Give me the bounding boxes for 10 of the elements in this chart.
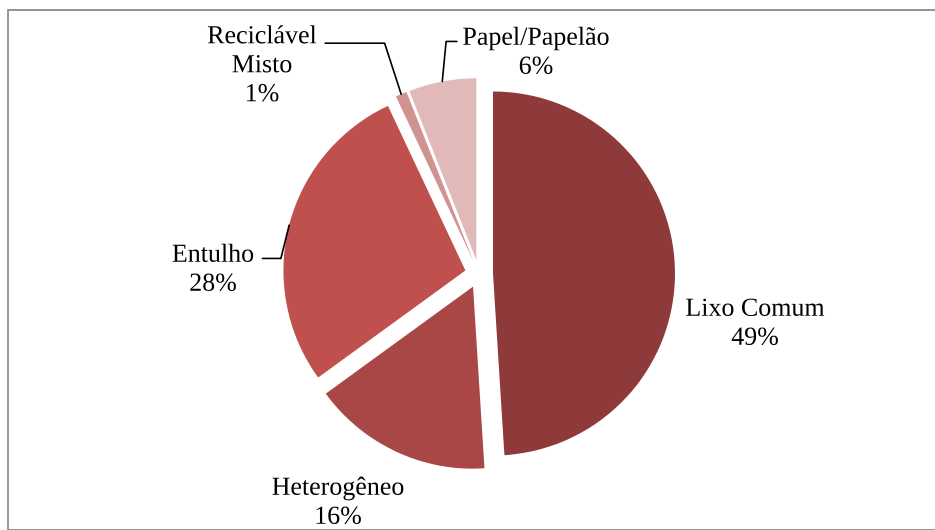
data-label: 16% [316, 506, 361, 524]
data-label: 6% [520, 56, 552, 74]
data-label: 28% [190, 273, 236, 292]
slice-label: Entulho [172, 244, 254, 262]
data-label: 1% [246, 84, 278, 102]
slice-label: Lixo Comum [686, 298, 824, 316]
slice-label: Papel/Papelão [463, 26, 609, 50]
data-label: 49% [732, 327, 778, 346]
slice-label: Reciclável Misto [208, 25, 316, 72]
slice-label: Heterogêneo [272, 476, 404, 500]
